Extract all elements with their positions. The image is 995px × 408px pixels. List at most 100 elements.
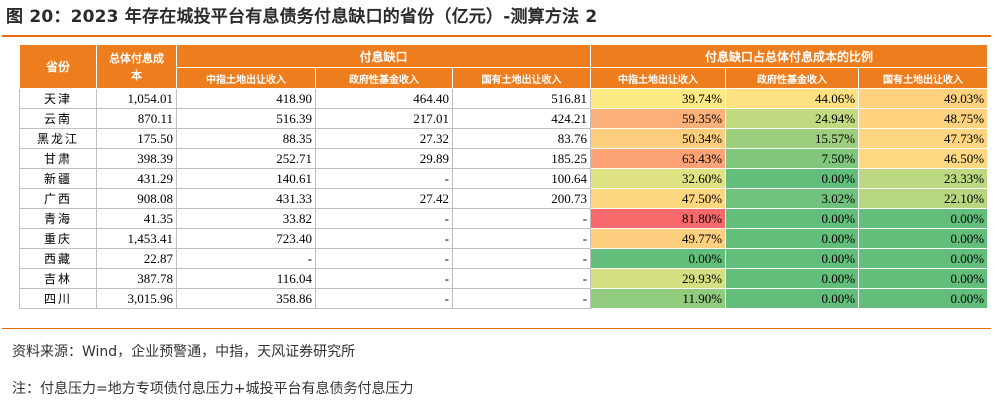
cell-province: 吉林	[19, 268, 97, 289]
header-gap-group: 付息缺口	[175, 44, 592, 68]
cell-total-cost: 870.11	[96, 108, 177, 129]
header-sub-5: 政府性基金收入	[725, 67, 860, 89]
table-row: 天津 1,054.01 418.90 464.40 516.81 39.74% 44.06%…	[19, 88, 989, 109]
data-table: 省份 总体付息成本 付息缺口 付息缺口占总体付息成本的比例 中指土地出让收入 政…	[19, 44, 989, 309]
cell-province: 西藏	[19, 248, 97, 269]
cell-province: 广西	[19, 188, 97, 209]
cell-province: 新疆	[19, 168, 97, 189]
cell-ratio: 0.00%	[858, 208, 989, 229]
cell-ratio: 0.00%	[725, 268, 860, 289]
cell-ratio: 47.73%	[858, 128, 989, 149]
cell-gap: -	[315, 168, 453, 189]
cell-gap: 83.76	[451, 128, 592, 149]
cell-gap: 464.40	[315, 88, 453, 109]
header-province: 省份	[19, 44, 97, 89]
cell-gap: -	[315, 268, 453, 289]
table-row: 重庆 1,453.41 723.40- -49.77% 0.00% 0.00%	[19, 228, 989, 249]
cell-province: 重庆	[19, 228, 97, 249]
cell-gap: -	[451, 288, 592, 309]
cell-ratio: 44.06%	[725, 88, 860, 109]
table-row: 云南 870.11 516.39 217.01 424.21 59.35% 24.94% 48…	[19, 108, 989, 129]
cell-gap: 88.35	[176, 128, 316, 149]
cell-total-cost: 398.39	[96, 148, 177, 169]
cell-ratio: 29.93%	[590, 268, 727, 289]
cell-gap: -	[451, 228, 592, 249]
cell-province: 云南	[19, 108, 97, 129]
cell-ratio: 0.00%	[725, 168, 860, 189]
cell-ratio: 7.50%	[725, 148, 860, 169]
cell-gap: 516.81	[451, 88, 592, 109]
table-body: 天津 1,054.01 418.90 464.40 516.81 39.74% 44.06%…	[19, 88, 989, 309]
cell-ratio: 32.60%	[590, 168, 727, 189]
cell-ratio: 59.35%	[590, 108, 727, 129]
cell-ratio: 63.43%	[590, 148, 727, 169]
cell-gap: 516.39	[176, 108, 316, 129]
table-row: 西藏 22.87- - -0.00% 0.00% 0.00%	[19, 248, 989, 269]
cell-ratio: 48.75%	[858, 108, 989, 129]
table-row: 甘肃 398.39 252.71 29.89 185.25 63.43% 7.50% 46.5…	[19, 148, 989, 169]
cell-ratio: 0.00%	[725, 288, 860, 309]
cell-ratio: 39.74%	[590, 88, 727, 109]
cell-total-cost: 908.08	[96, 188, 177, 209]
table-row: 新疆 431.29 140.61-100.64 32.60% 0.00% 23.33%	[19, 168, 989, 189]
cell-province: 甘肃	[19, 148, 97, 169]
cell-gap: -	[451, 248, 592, 269]
cell-gap: 27.32	[315, 128, 453, 149]
cell-gap: 418.90	[176, 88, 316, 109]
cell-gap: -	[451, 208, 592, 229]
cell-total-cost: 41.35	[96, 208, 177, 229]
cell-total-cost: 387.78	[96, 268, 177, 289]
cell-total-cost: 1,453.41	[96, 228, 177, 249]
data-table-wrap: 省份 总体付息成本 付息缺口 付息缺口占总体付息成本的比例 中指土地出让收入 政…	[19, 44, 989, 309]
cell-gap: 200.73	[451, 188, 592, 209]
cell-gap: 185.25	[451, 148, 592, 169]
cell-gap: -	[451, 268, 592, 289]
cell-gap: 140.61	[176, 168, 316, 189]
cell-ratio: 0.00%	[858, 288, 989, 309]
footnote: 注：付息压力=地方专项债付息压力+城投平台有息债务付息压力	[12, 381, 414, 397]
cell-total-cost: 3,015.96	[96, 288, 177, 309]
cell-province: 黑龙江	[19, 128, 97, 149]
figure-title: 图 20：2023 年存在城投平台有息债务付息缺口的省份（亿元）-测算方法 2	[6, 7, 598, 27]
cell-ratio: 0.00%	[725, 208, 860, 229]
cell-ratio: 49.77%	[590, 228, 727, 249]
cell-total-cost: 22.87	[96, 248, 177, 269]
cell-ratio: 0.00%	[858, 268, 989, 289]
cell-province: 四川	[19, 288, 97, 309]
cell-gap: 431.33	[176, 188, 316, 209]
cell-ratio: 50.34%	[590, 128, 727, 149]
cell-ratio: 0.00%	[725, 228, 860, 249]
cell-ratio: 0.00%	[725, 248, 860, 269]
cell-gap: -	[315, 288, 453, 309]
cell-gap: -	[315, 208, 453, 229]
table-row: 四川 3,015.96 358.86- -11.90% 0.00% 0.00%	[19, 288, 989, 309]
cell-gap: 217.01	[315, 108, 453, 129]
table-row: 青海 41.35 33.82- -81.80% 0.00% 0.00%	[19, 208, 989, 229]
source-note: 资料来源：Wind，企业预警通，中指，天风证券研究所	[12, 344, 356, 360]
table-row: 广西 908.08 431.33 27.42 200.73 47.50% 3.02% 22.1…	[19, 188, 989, 209]
cell-ratio: 3.02%	[725, 188, 860, 209]
cell-gap: 33.82	[176, 208, 316, 229]
cell-ratio: 46.50%	[858, 148, 989, 169]
table-row: 黑龙江 175.50 88.35 27.32 83.76 50.34% 15.57% 47.7…	[19, 128, 989, 149]
cell-gap: 723.40	[176, 228, 316, 249]
cell-ratio: 22.10%	[858, 188, 989, 209]
header-sub-1: 中指土地出让收入	[176, 67, 316, 89]
cell-gap: -	[176, 248, 316, 269]
cell-ratio: 11.90%	[590, 288, 727, 309]
cell-gap: 252.71	[176, 148, 316, 169]
cell-total-cost: 1,054.01	[96, 88, 177, 109]
header-total-cost-text: 总体付息成本	[109, 51, 164, 82]
cell-ratio: 0.00%	[590, 248, 727, 269]
cell-ratio: 47.50%	[590, 188, 727, 209]
header-sub-3: 国有土地出让收入	[451, 67, 592, 89]
cell-total-cost: 431.29	[96, 168, 177, 189]
cell-gap: -	[315, 248, 453, 269]
cell-gap: 27.42	[315, 188, 453, 209]
cell-province: 天津	[19, 88, 97, 109]
table-row: 吉林 387.78 116.04- -29.93% 0.00% 0.00%	[19, 268, 989, 289]
header-sub-6: 国有土地出让收入	[858, 67, 989, 89]
cell-total-cost: 175.50	[96, 128, 177, 149]
header-total-cost: 总体付息成本	[96, 44, 177, 89]
cell-gap: -	[315, 228, 453, 249]
